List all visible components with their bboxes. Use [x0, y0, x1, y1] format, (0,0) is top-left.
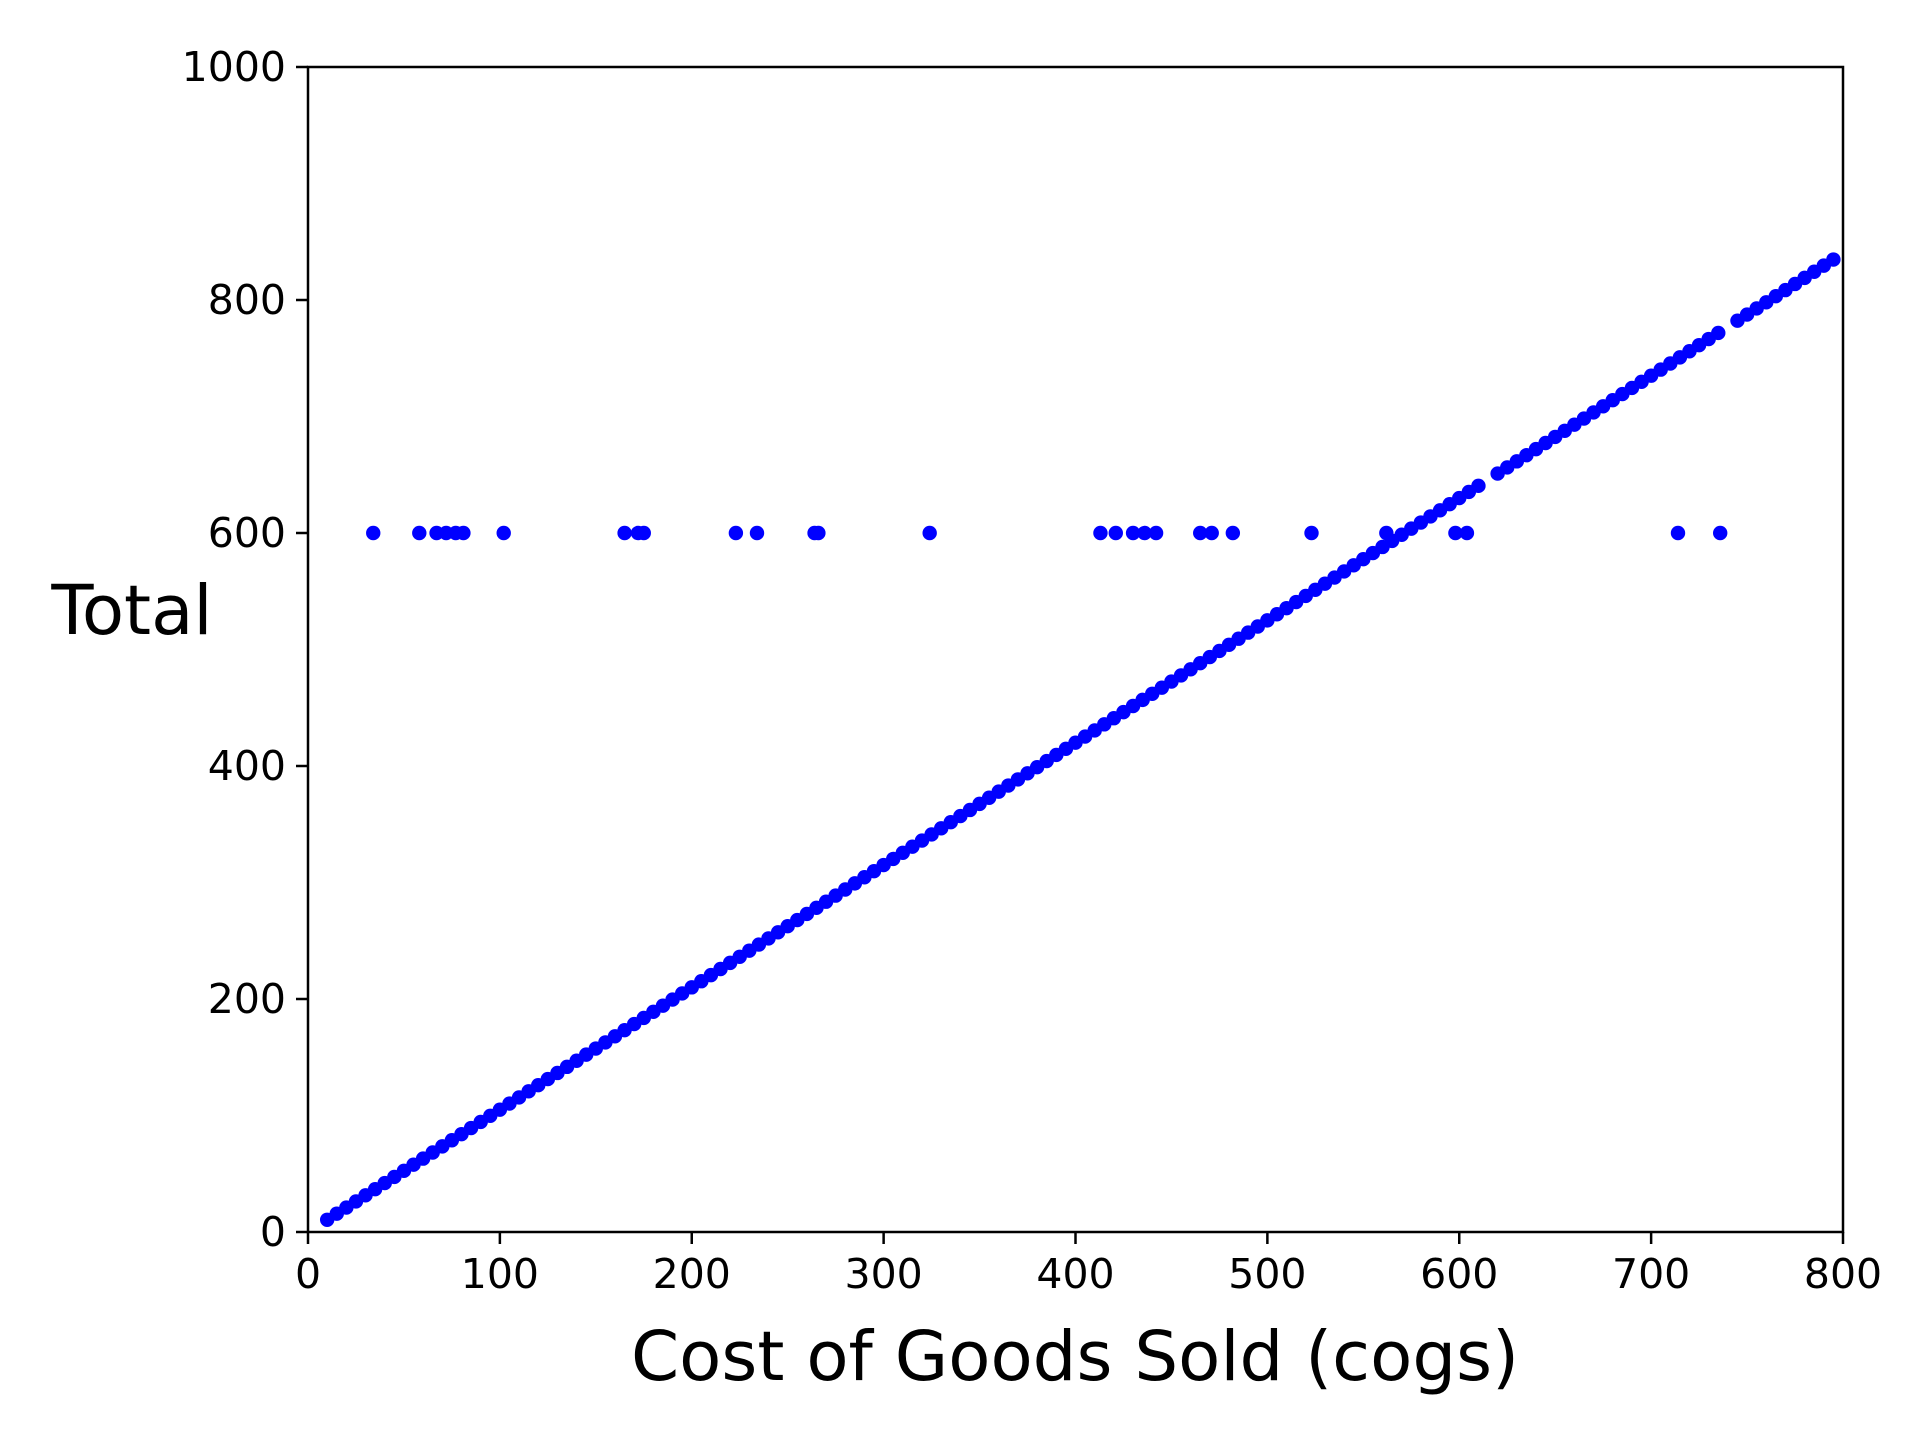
x-tick-label: 700 — [1612, 1250, 1690, 1298]
y-tick-label: 1000 — [182, 43, 286, 91]
y-tick-label: 800 — [208, 276, 286, 324]
x-tick-label: 100 — [461, 1250, 539, 1298]
x-tick-label: 400 — [1036, 1250, 1114, 1298]
x-axis-label: Cost of Goods Sold (cogs) — [631, 1317, 1519, 1397]
x-tick-label: 0 — [295, 1250, 321, 1298]
data-point — [1137, 525, 1152, 541]
data-points — [319, 252, 1841, 1227]
data-point — [1379, 525, 1394, 541]
data-point — [636, 525, 651, 541]
data-point — [728, 525, 744, 541]
data-point — [1225, 525, 1241, 541]
data-point — [1193, 525, 1208, 541]
data-point — [1471, 478, 1486, 494]
data-point — [496, 525, 511, 541]
x-axis-ticks: 0 100 200 300 400 500 600 700 800 — [295, 1232, 1882, 1298]
data-point — [456, 525, 471, 541]
data-point — [1204, 525, 1219, 541]
data-point — [1304, 525, 1319, 541]
data-point — [811, 525, 826, 541]
y-axis-ticks: 0 200 400 600 800 1000 — [182, 43, 308, 1256]
data-point — [1125, 525, 1141, 541]
y-axis-label: Total — [50, 571, 212, 651]
y-tick-label: 400 — [208, 742, 286, 790]
y-tick-label: 0 — [260, 1208, 286, 1256]
x-tick-label: 500 — [1228, 1250, 1306, 1298]
data-point — [1826, 252, 1841, 267]
data-point — [366, 525, 381, 541]
x-tick-label: 800 — [1804, 1250, 1882, 1298]
data-point — [1448, 525, 1463, 541]
data-point — [749, 525, 765, 541]
y-tick-label: 200 — [208, 975, 286, 1023]
x-tick-label: 200 — [653, 1250, 731, 1298]
data-point — [1108, 525, 1123, 541]
data-point — [617, 525, 632, 541]
x-tick-label: 600 — [1420, 1250, 1498, 1298]
data-point — [922, 525, 937, 541]
data-point — [1670, 525, 1686, 541]
data-point — [1459, 525, 1475, 541]
data-point — [412, 525, 427, 541]
data-point — [1093, 525, 1108, 541]
data-point — [1148, 525, 1164, 541]
data-point — [1713, 525, 1728, 541]
x-tick-label: 300 — [844, 1250, 922, 1298]
y-tick-label: 600 — [208, 509, 286, 557]
data-point — [1711, 325, 1726, 341]
